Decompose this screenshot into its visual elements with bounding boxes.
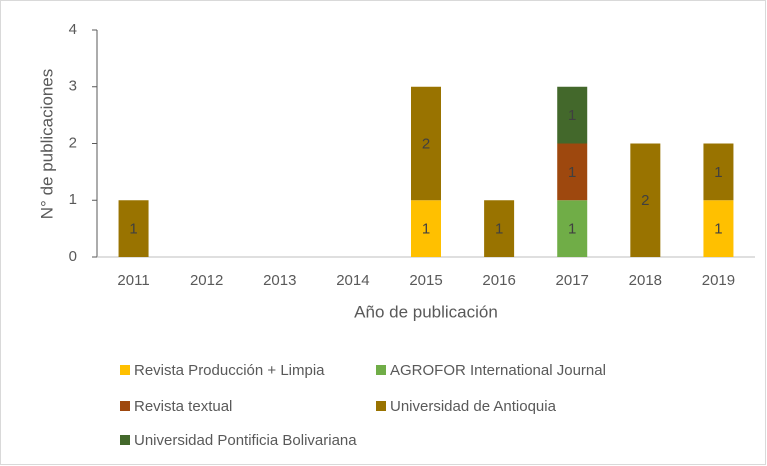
x-tick-label: 2016 [482,272,515,289]
y-tick-label: 1 [69,191,77,208]
bar-segment [557,200,588,257]
data-label: 1 [714,164,722,181]
x-tick-label: 2017 [556,272,589,289]
bar-segment [411,200,441,257]
bar-segment [703,143,734,201]
data-label: 1 [714,221,722,238]
legend-label: Universidad Pontificia Bolivariana [134,432,357,449]
x-tick-label: 2011 [117,272,149,289]
data-label: 2 [422,135,430,152]
data-label: 2 [641,192,649,209]
y-tick-label: 3 [69,78,77,95]
y-tick-label: 0 [69,248,77,265]
legend-swatch [120,365,130,375]
data-label: 1 [495,221,503,238]
legend-label: Universidad de Antioquia [390,398,557,415]
x-tick-label: 2014 [336,272,369,289]
data-label: 1 [129,221,137,238]
legend-swatch [376,365,386,375]
x-tick-label: 2015 [409,272,442,289]
bar-segment [557,86,588,144]
legend-swatch [120,435,130,445]
data-label: 1 [568,107,576,124]
legend-label: Revista textual [134,398,232,415]
bar-segment [557,143,588,201]
data-label: 1 [422,221,430,238]
legend-swatch [120,401,130,411]
x-tick-label: 2012 [190,272,223,289]
legend-label: AGROFOR International Journal [390,362,606,379]
bar-segment [411,86,441,201]
data-label: 1 [568,164,576,181]
bar-segment [118,200,149,257]
bar-segment [484,200,515,257]
bar-segment [630,143,661,257]
x-axis-title: Año de publicación [354,302,498,321]
data-label: 1 [568,221,576,238]
y-axis-title: N° de publicaciones [37,69,56,219]
y-tick-label: 2 [69,134,77,151]
x-tick-label: 2019 [702,272,735,289]
y-tick-label: 4 [69,21,77,38]
x-tick-label: 2018 [629,272,662,289]
legend-swatch [376,401,386,411]
legend-label: Revista Producción + Limpia [134,362,325,379]
x-tick-label: 2013 [263,272,296,289]
bar-segment [703,200,734,257]
